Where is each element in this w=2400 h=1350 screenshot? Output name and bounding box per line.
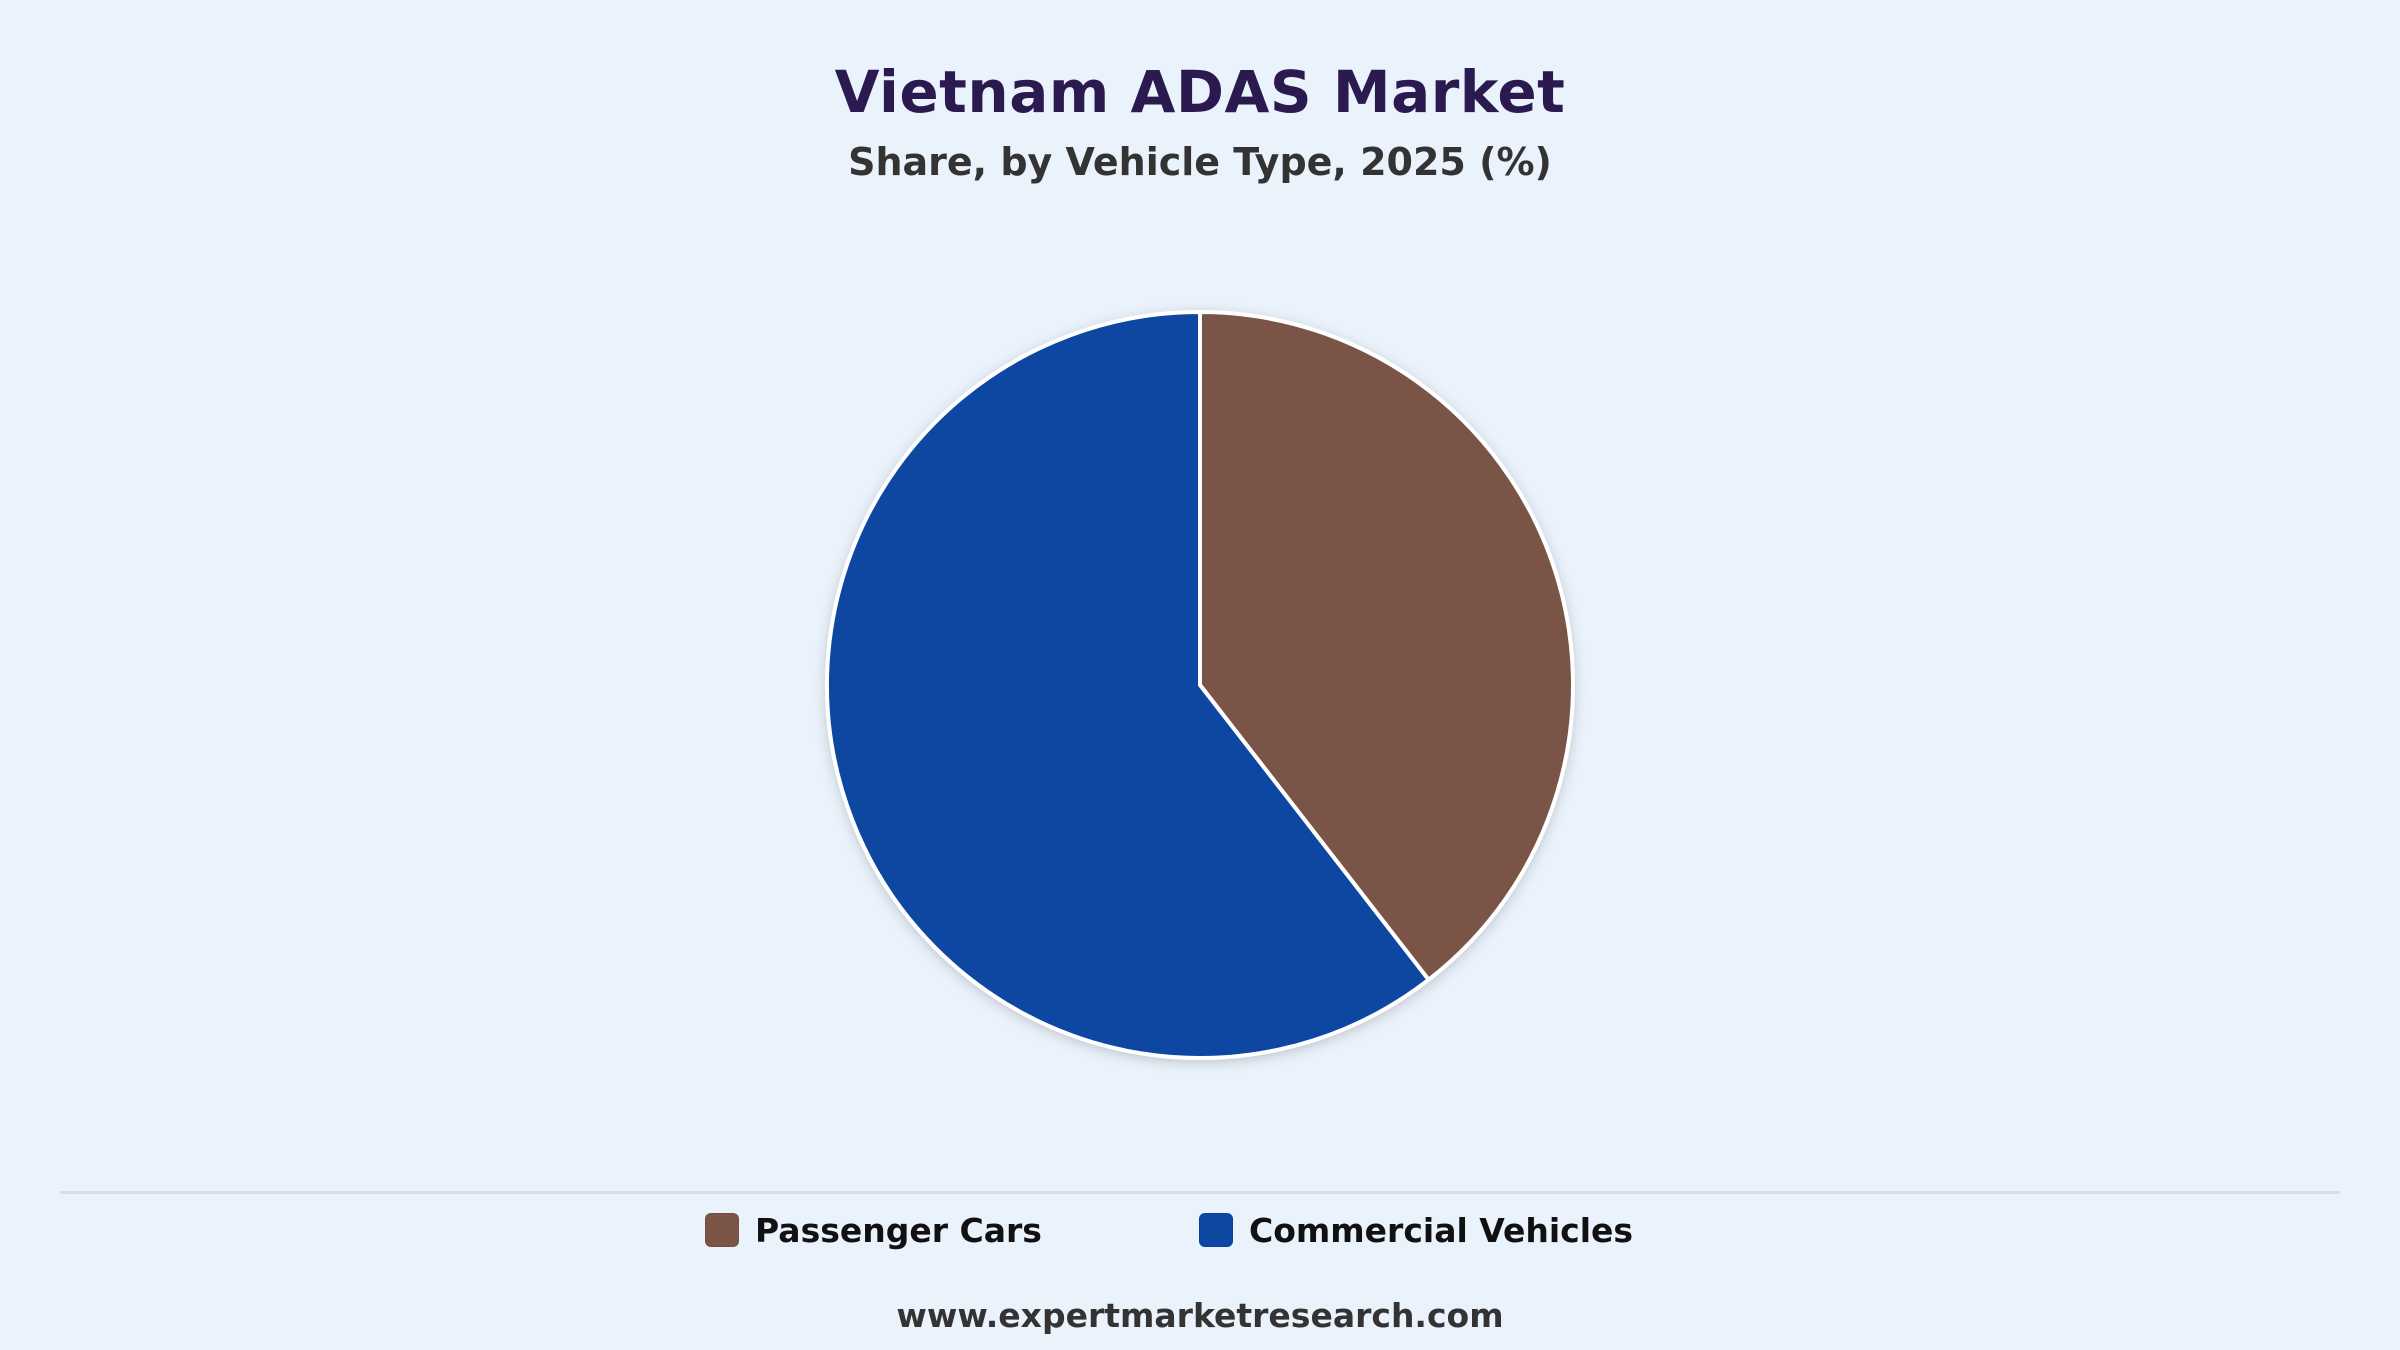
chart-subtitle: Share, by Vehicle Type, 2025 (%) (848, 140, 1552, 184)
chart-title: Vietnam ADAS Market (834, 58, 1566, 126)
source-url: www.expertmarketresearch.com (896, 1296, 1504, 1335)
legend-label-passenger-cars: Passenger Cars (755, 1210, 1042, 1250)
pie-slice-commercial-vehicles (825, 310, 1431, 1060)
legend-item-passenger-cars: Passenger Cars (705, 1208, 1042, 1252)
legend-label-commercial-vehicles: Commercial Vehicles (1249, 1210, 1634, 1250)
pie-slice-passenger-cars (1198, 310, 1575, 982)
legend-divider (60, 1191, 2340, 1194)
legend-swatch-passenger-cars (705, 1213, 739, 1247)
legend-swatch-commercial-vehicles (1199, 1213, 1233, 1247)
pie-chart (825, 310, 1575, 1060)
legend-item-commercial-vehicles: Commercial Vehicles (1199, 1208, 1633, 1252)
